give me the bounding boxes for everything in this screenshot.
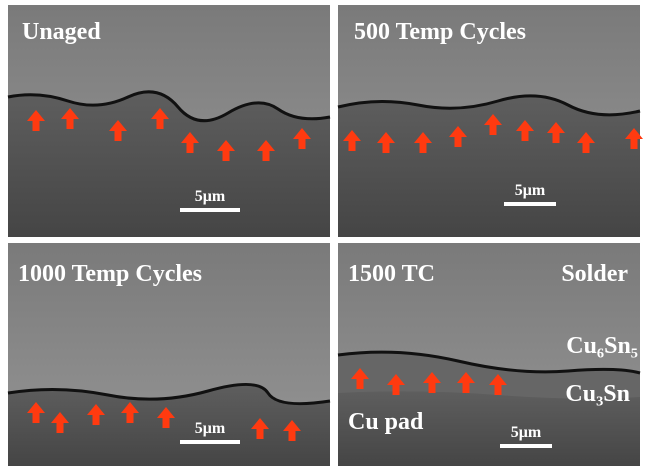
figure: Unaged 5μm 500 Temp Cycles 5μm 1000 Temp… <box>0 0 646 471</box>
panel-unaged: Unaged 5μm <box>8 5 330 237</box>
annotation: Cu pad <box>348 409 424 435</box>
page: {"panels": [ {"label": "Unaged", "scale"… <box>0 0 646 471</box>
annotation: Cu₃Sn <box>565 381 630 407</box>
panel-label: Unaged <box>22 19 101 45</box>
scale-label: 5μm <box>511 424 542 441</box>
scale-label: 5μm <box>195 420 226 437</box>
panel-label: 1000 Temp Cycles <box>18 261 202 287</box>
annotation: Solder <box>561 261 628 287</box>
panel-1500: 1500 TC Solder Cu₆Sn₅ Cu₃Sn Cu pad 5μm <box>338 243 640 466</box>
panel-label: 1500 TC <box>348 261 435 287</box>
panel-label: 500 Temp Cycles <box>354 19 526 45</box>
panel-500: 500 Temp Cycles 5μm <box>338 5 643 237</box>
annotation: Cu₆Sn₅ <box>566 333 638 359</box>
scale-label: 5μm <box>515 182 546 199</box>
panel-1000: 1000 Temp Cycles 5μm <box>8 243 330 466</box>
scale-label: 5μm <box>195 188 226 205</box>
